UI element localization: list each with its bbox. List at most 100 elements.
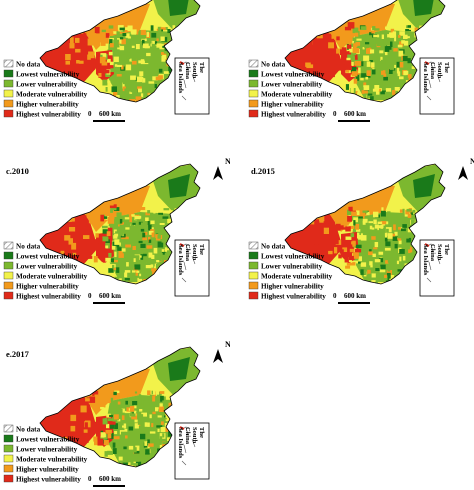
legend-swatch (248, 281, 259, 290)
legend-swatch (3, 291, 14, 300)
no-data-region (285, 196, 305, 228)
hainan-mark (179, 426, 185, 430)
legend-label: Moderate vulnerability (261, 91, 333, 99)
legend-label: No data (16, 243, 41, 251)
scale-end: 600 km (344, 292, 366, 300)
no-data-region (40, 196, 60, 228)
south-china-sea-inset: TheSouthChinaSea Islands (174, 57, 210, 115)
scale-end: 600 km (99, 110, 121, 118)
legend-label: Highest vulnerability (261, 293, 326, 301)
north-arrow-icon (213, 166, 223, 180)
north-arrow-icon (213, 349, 223, 363)
map-svg: No data Lowest vulnerability Lower vulnera… (3, 340, 230, 487)
legend-label: Highest vulnerability (16, 476, 81, 484)
map-panel-a: No data Lowest vulnerability Lower vulnera… (0, 0, 230, 125)
legend-label: Moderate vulnerability (16, 456, 88, 464)
legend-label: Higher vulnerability (261, 101, 324, 109)
north-label: N (470, 157, 474, 166)
map-panel-b: No data Lowest vulnerability Lower vulnera… (245, 0, 474, 125)
scale-start: 0 (88, 110, 92, 118)
map-svg: No data Lowest vulnerability Lower vulnera… (248, 0, 455, 122)
china-outline (39, 0, 201, 103)
legend-swatch (3, 241, 14, 250)
north-arrow-icon (458, 166, 468, 180)
legend-label: Moderate vulnerability (261, 273, 333, 281)
hainan-mark (424, 61, 430, 65)
china-outline (284, 163, 446, 285)
legend-label: Lower vulnerability (16, 81, 78, 89)
legend-swatch (248, 261, 259, 270)
legend-swatch (248, 89, 259, 98)
scale-bar: 0 600 km (88, 475, 125, 487)
legend-label: No data (261, 61, 286, 69)
legend-swatch (3, 261, 14, 270)
region-northeast-lowest (413, 0, 435, 16)
legend-swatch (3, 89, 14, 98)
scale-start: 0 (333, 110, 337, 118)
region-northeast-lowest (168, 357, 190, 381)
region-northeast-lowest (168, 174, 190, 198)
south-china-sea-inset: TheSouthChinaSea Islands (174, 239, 210, 297)
inset-frame (174, 422, 210, 480)
legend: No data Lowest vulnerability Lower vulnera… (3, 59, 88, 119)
legend-swatch (3, 281, 14, 290)
legend-swatch (3, 79, 14, 88)
china-outline (39, 346, 201, 468)
legend-label: Higher vulnerability (261, 283, 324, 291)
map-svg: No data Lowest vulnerability Lower vulnera… (248, 157, 474, 304)
legend-swatch (3, 251, 14, 260)
scale-end: 600 km (99, 292, 121, 300)
island-marks (423, 61, 441, 101)
legend-label: No data (16, 426, 41, 434)
region-northeast-lowest (168, 0, 190, 16)
legend-swatch (3, 99, 14, 108)
scale-start: 0 (88, 475, 92, 483)
south-china-sea-inset: TheSouthChinaSea Islands (419, 57, 455, 115)
legend-swatch (3, 59, 14, 68)
legend-label: Lowest vulnerability (16, 253, 80, 261)
legend-swatch (3, 109, 14, 118)
legend-swatch (3, 464, 14, 473)
map-svg: No data Lowest vulnerability Lower vulnera… (3, 0, 210, 122)
scale-end: 600 km (99, 475, 121, 483)
legend-swatch (248, 271, 259, 280)
south-china-sea-inset: TheSouthChinaSea Islands (174, 422, 210, 480)
region-northeast-lowest (413, 174, 435, 198)
island-marks (178, 243, 196, 283)
legend-swatch (3, 474, 14, 483)
map-svg: No data Lowest vulnerability Lower vulnera… (3, 157, 230, 304)
map-panel-d: No data Lowest vulnerability Lower vulnera… (245, 152, 474, 307)
north-arrow: N (458, 157, 474, 180)
scale-bar: 0 600 km (88, 110, 125, 122)
scale-end: 600 km (344, 110, 366, 118)
legend-label: Moderate vulnerability (16, 91, 88, 99)
island-marks (178, 61, 196, 101)
inset-frame (174, 239, 210, 297)
legend: No data Lowest vulnerability Lower vulnera… (248, 241, 333, 301)
north-label: N (225, 157, 230, 166)
legend-swatch (248, 251, 259, 260)
legend-label: Lower vulnerability (261, 263, 323, 271)
inset-label: TheSouthChinaSea Islands (177, 244, 205, 276)
legend-label: Higher vulnerability (16, 466, 79, 474)
scale-bar: 0 600 km (333, 110, 370, 122)
legend-label: No data (16, 61, 41, 69)
map-panel-c: No data Lowest vulnerability Lower vulnera… (0, 152, 230, 307)
legend-label: Lowest vulnerability (261, 253, 325, 261)
scale-start: 0 (333, 292, 337, 300)
legend-swatch (3, 444, 14, 453)
no-data-region (40, 379, 60, 411)
legend-label: Lowest vulnerability (16, 436, 80, 444)
legend-label: Highest vulnerability (16, 111, 81, 119)
map-panel-e: No data Lowest vulnerability Lower vulnera… (0, 335, 230, 490)
hainan-mark (179, 61, 185, 65)
legend-label: Higher vulnerability (16, 283, 79, 291)
inset-label: TheSouthChinaSea Islands (422, 62, 450, 94)
hainan-mark (179, 243, 185, 247)
legend: No data Lowest vulnerability Lower vulnera… (248, 59, 333, 119)
inset-label: TheSouthChinaSea Islands (177, 62, 205, 94)
legend-label: Lower vulnerability (16, 263, 78, 271)
scale-bar: 0 600 km (88, 292, 125, 304)
legend-label: Lower vulnerability (16, 446, 78, 454)
